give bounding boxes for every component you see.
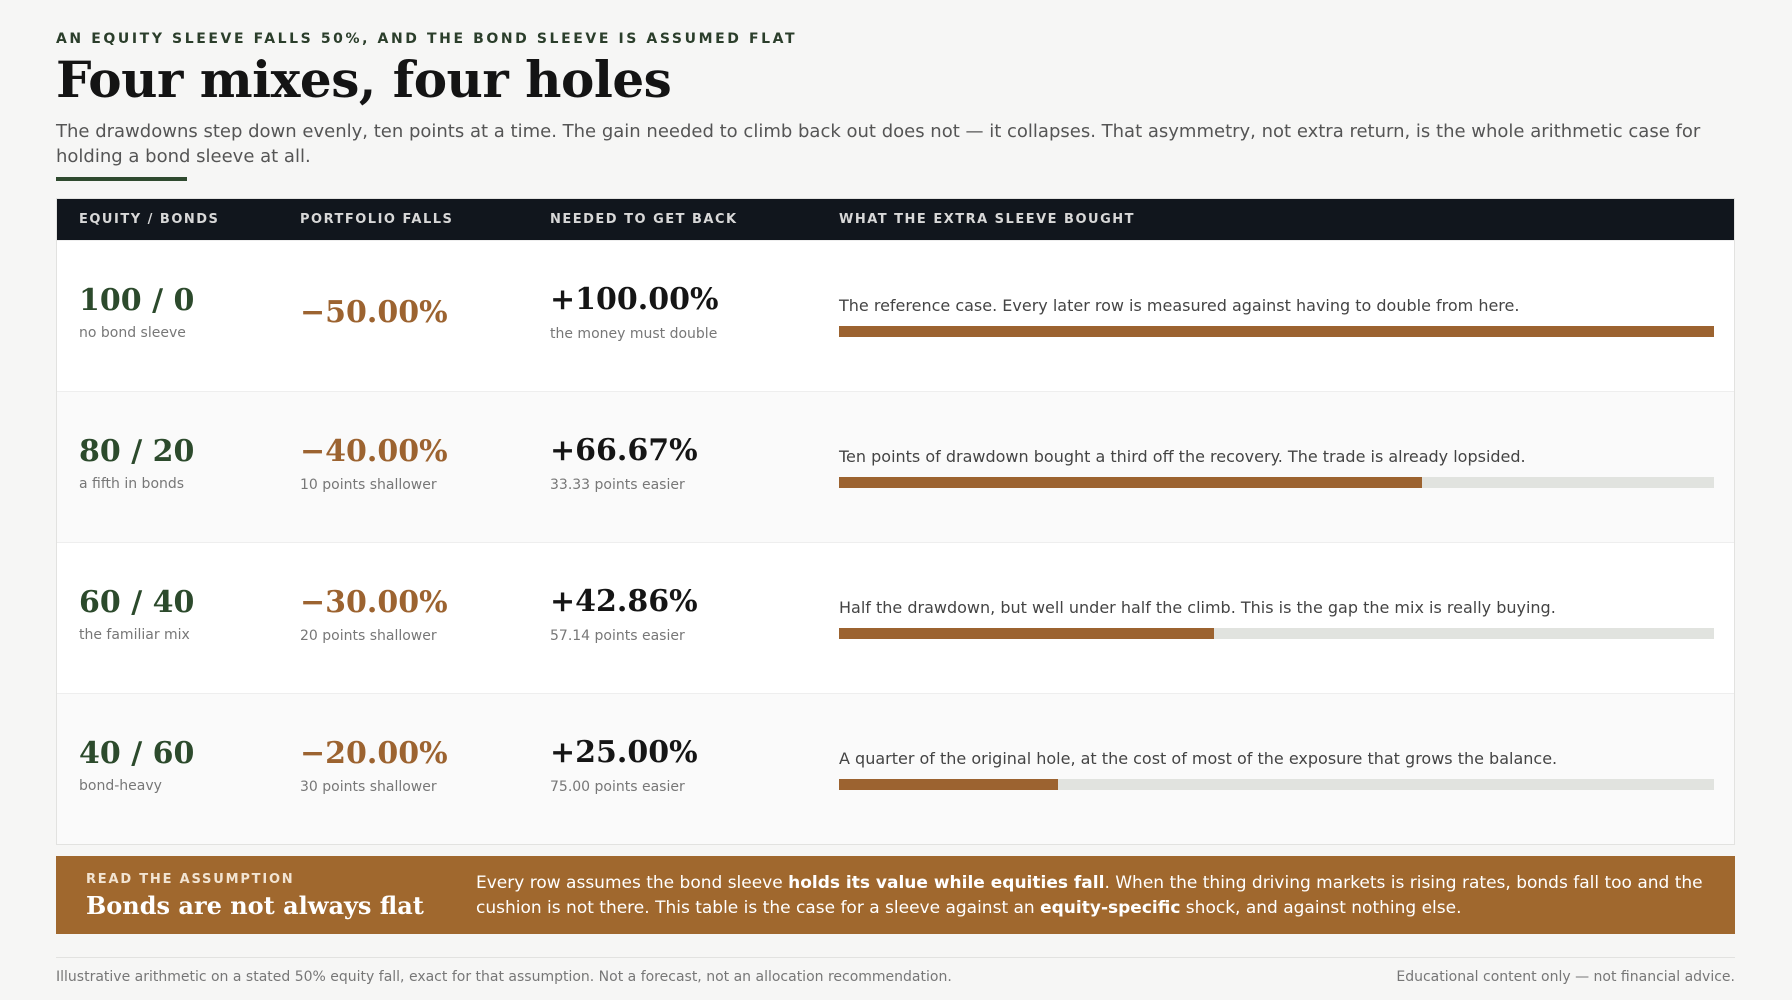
mix: 80 / 20 (79, 434, 195, 469)
table: EQUITY / BONDS PORTFOLIO FALLS NEEDED TO… (56, 198, 1735, 845)
column-header: PORTFOLIO FALLS (300, 212, 454, 227)
portfolio-fall: −20.00% (300, 736, 448, 771)
accent-rule (56, 177, 187, 181)
callout-title: Bonds are not always flat (86, 891, 424, 920)
emphasis: holds its value while equities fall (788, 873, 1105, 893)
mix-note: a fifth in bonds (79, 476, 185, 492)
portfolio-fall: −50.00% (300, 295, 448, 330)
bar-track (839, 326, 1714, 337)
column-header: EQUITY / BONDS (79, 212, 220, 227)
text: shock, and against nothing else. (1180, 898, 1462, 918)
callout: READ THE ASSUMPTION Bonds are not always… (56, 856, 1735, 934)
needed-note: the money must double (550, 326, 718, 342)
emphasis: equity-specific (1040, 898, 1181, 918)
needed-gain: +42.86% (550, 584, 698, 619)
disclaimer: Educational content only — not financial… (1396, 969, 1735, 985)
lede: The drawdowns step down evenly, ten poin… (56, 121, 1701, 167)
column-header: NEEDED TO GET BACK (550, 212, 738, 227)
kicker: AN EQUITY SLEEVE FALLS 50%, AND THE BOND… (56, 31, 798, 47)
footer-note: Illustrative arithmetic on a stated 50% … (56, 969, 952, 985)
needed-gain: +100.00% (550, 282, 719, 317)
mix: 100 / 0 (79, 283, 195, 318)
portfolio-fall: −30.00% (300, 585, 448, 620)
portfolio-fall: −40.00% (300, 434, 448, 469)
comment: Ten points of drawdown bought a third of… (839, 447, 1526, 466)
mix-note: bond-heavy (79, 778, 162, 794)
recovery-bar (839, 477, 1423, 488)
table-row: 100 / 0 no bond sleeve −50.00% +100.00% the … (57, 240, 1734, 391)
comment: The reference case. Every later row is m… (839, 296, 1520, 315)
bar-track (839, 779, 1714, 790)
bar-track (839, 477, 1714, 488)
recovery-bar (839, 779, 1058, 790)
needed-note: 75.00 points easier (550, 779, 685, 795)
column-header: WHAT THE EXTRA SLEEVE BOUGHT (839, 212, 1135, 227)
mix-note: no bond sleeve (79, 325, 186, 341)
needed-note: 33.33 points easier (550, 477, 685, 493)
text: . When the thing driving markets is risi… (476, 873, 1703, 918)
table-header: EQUITY / BONDS PORTFOLIO FALLS NEEDED TO… (57, 199, 1734, 240)
text: Every row assumes the bond sleeve (476, 873, 789, 893)
recovery-bar (839, 326, 1714, 337)
table-row: 40 / 60 bond-heavy −20.00% 30 points shallo… (57, 693, 1734, 844)
recovery-bar (839, 628, 1215, 639)
needed-gain: +66.67% (550, 433, 698, 468)
fall-note: 10 points shallower (300, 477, 437, 493)
callout-kicker: READ THE ASSUMPTION (86, 872, 295, 887)
fall-note: 20 points shallower (300, 628, 437, 644)
table-row: 80 / 20 a fifth in bonds −40.00% 10 points … (57, 391, 1734, 542)
needed-gain: +25.00% (550, 735, 698, 770)
callout-text: Every row assumes the bond sleeve holds … (476, 871, 1706, 921)
comment: Half the drawdown, but well under half t… (839, 598, 1556, 617)
divider (56, 957, 1735, 958)
title: Four mixes, four holes (56, 50, 672, 109)
comment: A quarter of the original hole, at the c… (839, 749, 1558, 768)
fall-note: 30 points shallower (300, 779, 437, 795)
mix: 60 / 40 (79, 585, 195, 620)
mix: 40 / 60 (79, 736, 195, 771)
table-row: 60 / 40 the familiar mix −30.00% 20 points … (57, 542, 1734, 693)
mix-note: the familiar mix (79, 627, 190, 643)
needed-note: 57.14 points easier (550, 628, 685, 644)
bar-track (839, 628, 1714, 639)
